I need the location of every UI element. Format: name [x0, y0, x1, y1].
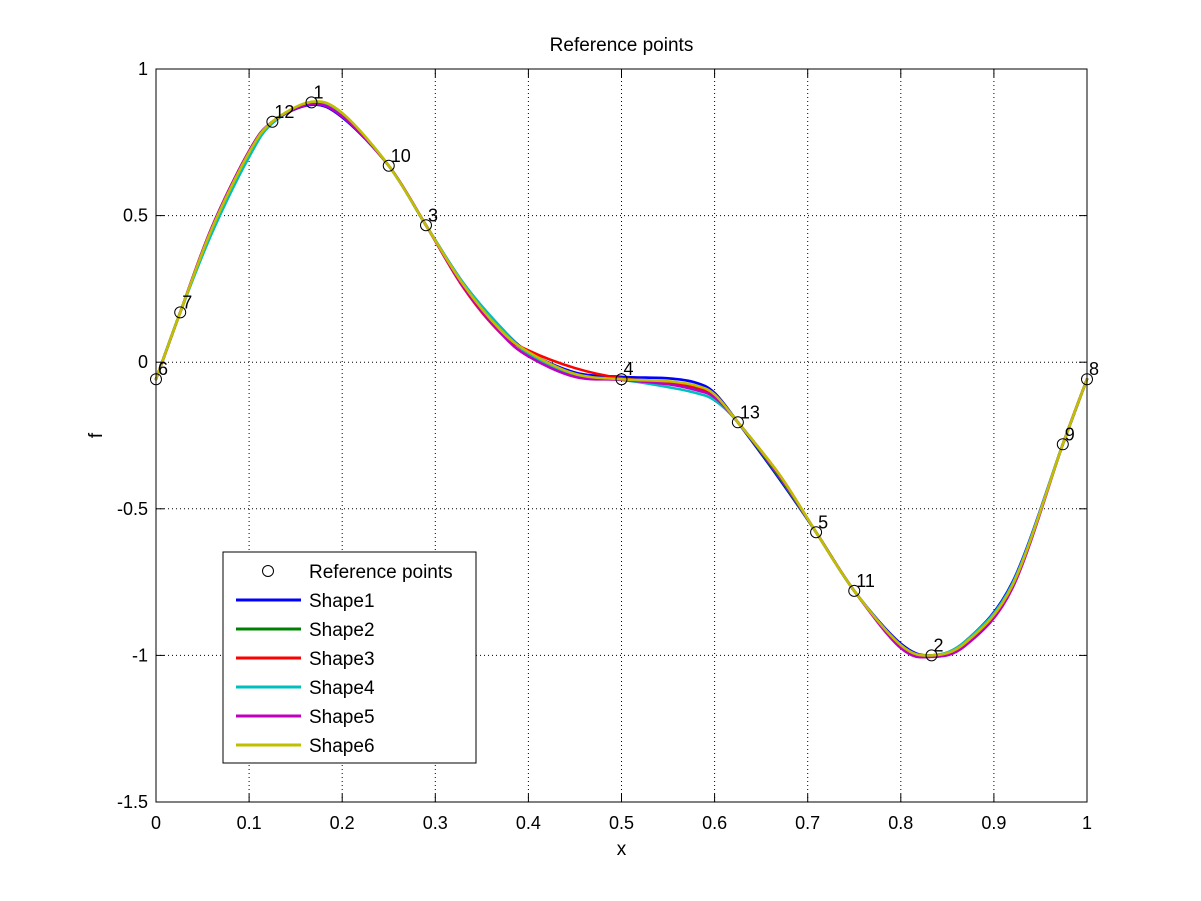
- reference-marker: [1056, 438, 1069, 451]
- reference-point-label: 10: [391, 146, 411, 166]
- legend-label: Reference points: [309, 562, 453, 583]
- legend: Reference points Shape1 Shape2 Shape3 Shape4…: [222, 551, 477, 764]
- y-tick-label: -1: [132, 645, 148, 665]
- reference-marker: [419, 219, 432, 232]
- legend-label: Shape3: [309, 649, 375, 670]
- reference-point-label: 2: [934, 635, 944, 655]
- x-tick-label: 0.2: [330, 813, 355, 833]
- x-tick-label: 0: [151, 813, 161, 833]
- reference-marker: [382, 159, 395, 172]
- y-tick-labels: -1.5 -1 -0.5 0 0.5 1: [117, 59, 148, 812]
- reference-point-label: 11: [856, 571, 875, 591]
- y-tick-label: 0.5: [123, 206, 148, 226]
- series-layer: [154, 100, 1089, 659]
- legend-label: Shape1: [309, 591, 375, 612]
- reference-point-label: 3: [428, 205, 438, 225]
- x-tick-label: 0.6: [702, 813, 727, 833]
- legend-label: Shape6: [309, 736, 375, 757]
- x-tick-label: 0.7: [795, 813, 820, 833]
- reference-marker: [731, 416, 744, 429]
- chart-title: Reference points: [550, 35, 694, 56]
- x-tick-label: 0.1: [237, 813, 262, 833]
- reference-point-label: 12: [274, 102, 294, 122]
- reference-marker: [174, 306, 187, 319]
- legend-label: Shape4: [309, 678, 375, 699]
- x-tick-label: 0.3: [423, 813, 448, 833]
- y-tick-label: -1.5: [117, 792, 148, 812]
- series-line-shape6: [154, 100, 1089, 657]
- reference-marker: [615, 373, 628, 386]
- reference-point-label: 5: [818, 512, 828, 532]
- legend-label: Shape2: [309, 620, 375, 641]
- reference-marker: [925, 649, 938, 662]
- x-tick-label: 0.8: [888, 813, 913, 833]
- reference-point-label: 4: [624, 359, 634, 379]
- x-tick-labels: 0 0.1 0.2 0.3 0.4 0.5 0.6 0.7 0.8 0.9 1: [151, 813, 1092, 833]
- reference-marker: [848, 584, 861, 597]
- reference-point-label: 9: [1065, 424, 1075, 444]
- x-axis-label: x: [617, 839, 627, 860]
- y-tick-label: -0.5: [117, 499, 148, 519]
- legend-items: Reference points Shape1 Shape2 Shape3 Shape4…: [236, 562, 453, 757]
- legend-label: Shape5: [309, 707, 375, 728]
- reference-point-label: 7: [182, 292, 192, 312]
- reference-point-label: 13: [740, 402, 760, 422]
- reference-point-label: 6: [158, 359, 168, 379]
- x-tick-label: 0.4: [516, 813, 541, 833]
- x-tick-label: 1: [1082, 813, 1092, 833]
- reference-point-label: 8: [1089, 359, 1099, 379]
- y-axis-label: f: [86, 432, 107, 438]
- x-tick-label: 0.5: [609, 813, 634, 833]
- legend-marker-reference: [262, 565, 274, 577]
- axis-ticks: [155, 68, 1088, 803]
- y-tick-label: 0: [138, 352, 148, 372]
- x-tick-label: 0.9: [981, 813, 1006, 833]
- reference-point-label: 1: [313, 82, 323, 102]
- reference-markers: [150, 96, 1093, 662]
- reference-marker: [266, 115, 279, 128]
- reference-marker: [305, 96, 318, 109]
- y-tick-label: 1: [138, 59, 148, 79]
- reference-marker: [810, 526, 823, 539]
